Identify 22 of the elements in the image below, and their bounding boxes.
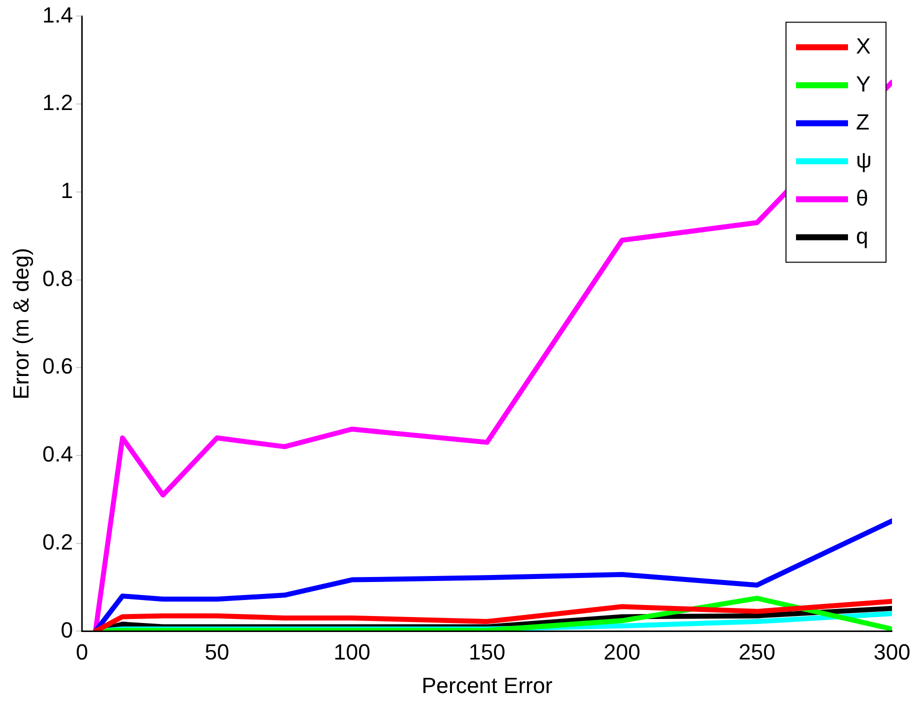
x-tick-label: 150 <box>468 639 506 664</box>
y-tick-label: 1 <box>60 178 73 203</box>
legend-label: q <box>856 223 868 248</box>
y-tick-label: 0.2 <box>42 529 73 554</box>
legend-label: θ <box>856 185 868 210</box>
legend-label: X <box>856 33 871 58</box>
x-tick-label: 200 <box>604 639 640 664</box>
y-tick-label: 0.4 <box>42 442 73 467</box>
x-tick-label: 250 <box>738 639 776 664</box>
x-tick-label: 50 <box>204 639 230 664</box>
legend-label: ψ <box>856 147 872 172</box>
x-tick-label: 300 <box>874 639 910 664</box>
legend-label: Z <box>856 109 870 134</box>
y-tick-label: 0.6 <box>42 354 73 379</box>
y-tick-label: 1.4 <box>42 2 73 28</box>
x-tick-label: 100 <box>334 639 370 664</box>
y-tick-label: 1.2 <box>42 90 73 116</box>
legend-label: Y <box>856 71 871 96</box>
x-axis-title: Percent Error <box>422 672 552 698</box>
y-tick-label: 0.8 <box>42 266 73 291</box>
y-tick-label: 0 <box>60 617 73 642</box>
y-axis-title: Error (m & deg) <box>8 248 34 400</box>
